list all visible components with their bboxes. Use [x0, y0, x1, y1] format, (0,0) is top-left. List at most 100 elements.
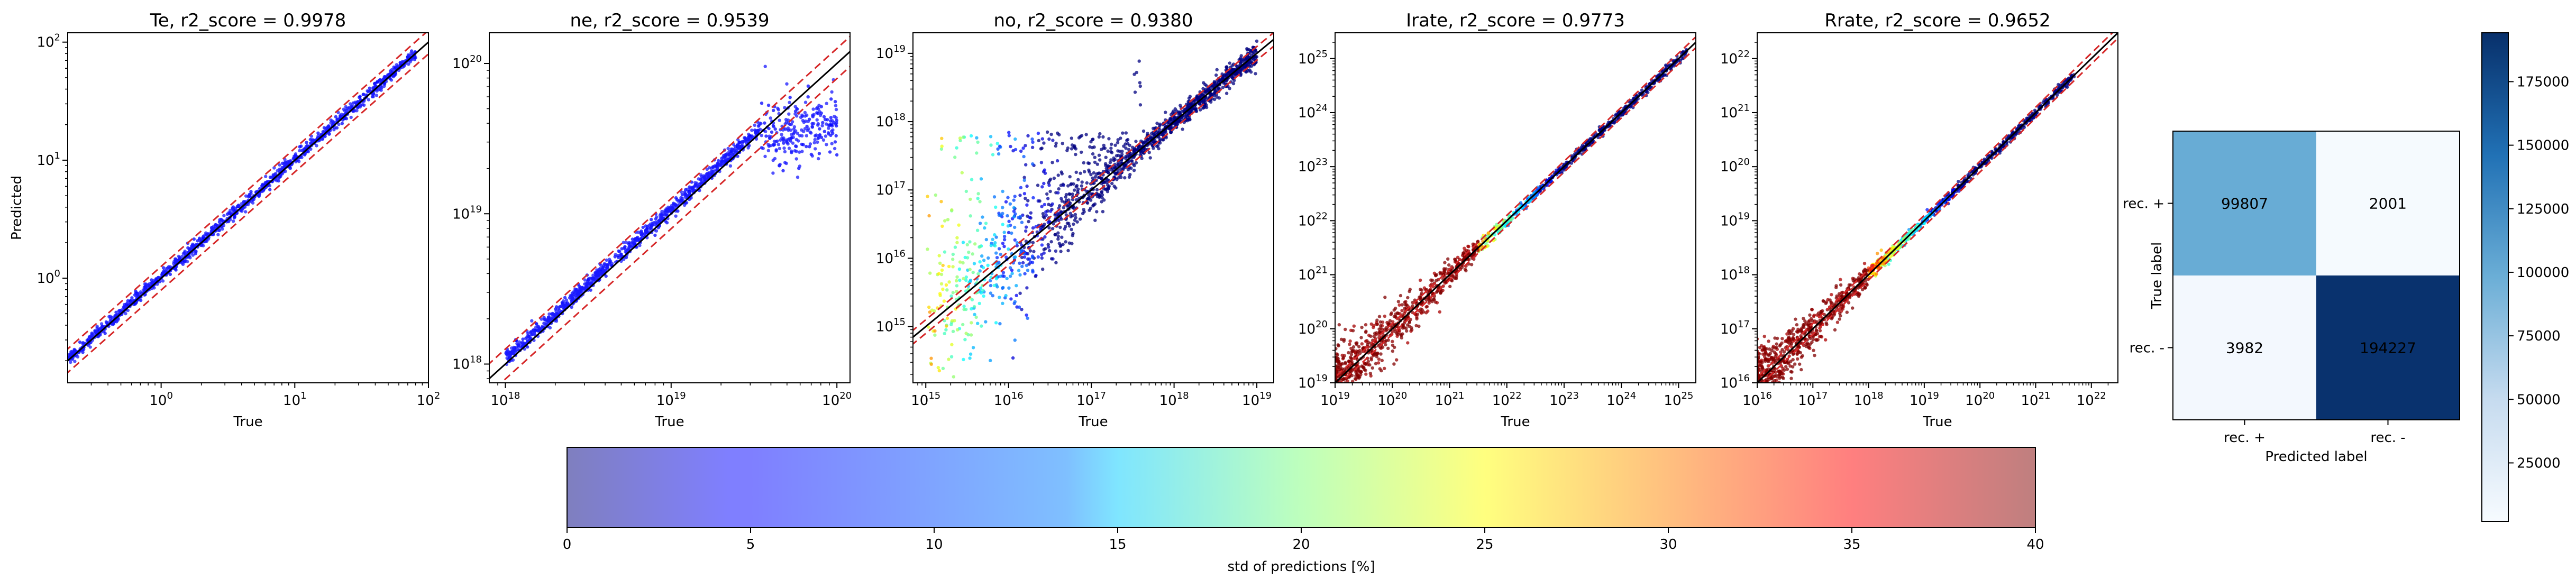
data-point [1060, 170, 1063, 173]
data-point [1383, 367, 1386, 370]
data-point [1135, 161, 1138, 164]
data-point [1138, 81, 1141, 84]
data-point [147, 283, 150, 287]
data-point [605, 259, 608, 262]
data-point [650, 218, 653, 221]
data-point [1338, 385, 1341, 389]
data-point [401, 60, 404, 63]
data-point [263, 181, 267, 184]
data-point [1116, 141, 1119, 144]
data-point [967, 251, 970, 254]
data-point [821, 121, 824, 124]
data-point [1083, 170, 1086, 173]
data-point [1354, 400, 1357, 403]
data-point [934, 194, 937, 197]
data-point [1002, 274, 1006, 278]
data-point [794, 105, 797, 108]
data-point [1067, 192, 1071, 196]
data-point [980, 325, 983, 328]
data-point [999, 275, 1002, 278]
y-tick-label: 1016 [876, 248, 906, 266]
data-point [1018, 306, 1021, 309]
data-point [818, 127, 821, 131]
data-point [1023, 255, 1026, 259]
data-point [1371, 366, 1374, 370]
data-point [930, 363, 933, 366]
data-point [1031, 226, 1035, 229]
data-point [645, 229, 648, 232]
data-point [1023, 272, 1026, 275]
data-point [952, 375, 955, 378]
data-point [961, 171, 964, 174]
data-point [1045, 214, 1048, 217]
data-point [382, 85, 386, 88]
data-point [768, 135, 771, 138]
data-point [1046, 197, 1049, 200]
data-point [1056, 191, 1059, 194]
data-point [635, 238, 638, 241]
data-point [969, 353, 972, 356]
data-point [510, 346, 513, 350]
data-point [1155, 122, 1158, 125]
data-point [1023, 179, 1026, 182]
data-point [1152, 146, 1155, 150]
data-point [1389, 319, 1392, 322]
x-tick-label: 1016 [994, 390, 1024, 409]
data-point [1036, 183, 1039, 187]
data-point [989, 284, 992, 287]
data-point [162, 271, 165, 274]
data-point [827, 126, 830, 130]
data-point [655, 229, 658, 233]
data-point [547, 319, 550, 323]
data-point [1066, 146, 1070, 150]
data-point [1037, 139, 1040, 142]
data-point [1101, 135, 1104, 139]
x-tick-label: 102 [417, 390, 441, 409]
data-point [1006, 214, 1009, 217]
data-point [1368, 363, 1371, 366]
data-point [1232, 79, 1236, 82]
data-point [1098, 158, 1101, 161]
data-point [767, 149, 770, 152]
data-point [1240, 54, 1243, 57]
data-point [835, 153, 838, 157]
data-point [202, 244, 205, 247]
data-point [953, 155, 956, 159]
data-point [1051, 161, 1054, 164]
data-point [805, 134, 808, 137]
data-point [940, 225, 944, 228]
data-point [1176, 123, 1179, 126]
data-point [1091, 152, 1094, 155]
data-point [938, 254, 941, 257]
data-point [677, 199, 680, 203]
data-point [1088, 209, 1091, 212]
data-point [1058, 226, 1062, 229]
data-point [332, 128, 335, 131]
data-point [957, 224, 961, 227]
data-point [1008, 134, 1011, 137]
data-point [659, 214, 662, 217]
data-point [1384, 329, 1387, 332]
data-point [951, 258, 954, 261]
x-axis-label: True [654, 414, 684, 430]
data-point [982, 259, 985, 262]
data-point [1019, 186, 1022, 189]
data-point [1051, 227, 1054, 230]
x-tick-label: 1018 [490, 390, 520, 409]
data-point [78, 341, 81, 344]
data-point [588, 282, 591, 286]
data-point [1027, 220, 1030, 223]
data-point [1346, 383, 1349, 387]
data-point [997, 152, 1000, 155]
lower-bound-line [0, 0, 562, 491]
data-point [1364, 372, 1367, 375]
data-point [1347, 385, 1350, 388]
data-point [1097, 172, 1100, 175]
data-point [617, 250, 620, 253]
data-point [1337, 419, 1340, 422]
data-point [1138, 59, 1141, 62]
data-point [1071, 234, 1074, 237]
data-point [995, 277, 998, 280]
x-tick-label: 100 [149, 390, 173, 409]
data-point [1012, 206, 1016, 209]
